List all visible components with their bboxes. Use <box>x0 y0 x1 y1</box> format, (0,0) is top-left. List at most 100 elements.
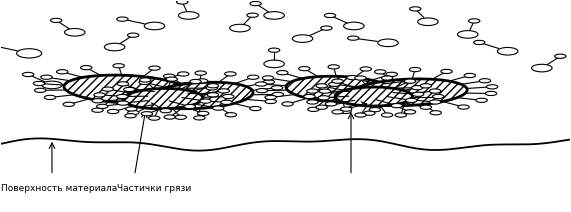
Circle shape <box>554 54 566 58</box>
Circle shape <box>184 105 195 109</box>
Circle shape <box>458 105 469 109</box>
Circle shape <box>22 72 34 77</box>
Circle shape <box>324 13 336 18</box>
Circle shape <box>282 102 293 106</box>
Circle shape <box>409 7 421 11</box>
Circle shape <box>178 12 199 19</box>
Circle shape <box>404 79 416 83</box>
Circle shape <box>412 86 423 90</box>
Circle shape <box>34 88 46 92</box>
Circle shape <box>292 35 313 42</box>
Circle shape <box>265 95 276 99</box>
Circle shape <box>139 78 151 82</box>
Circle shape <box>348 36 359 40</box>
Circle shape <box>128 110 139 115</box>
Circle shape <box>299 67 310 71</box>
Circle shape <box>277 71 288 75</box>
Circle shape <box>250 106 261 111</box>
Text: Частички грязи: Частички грязи <box>118 184 192 193</box>
Circle shape <box>81 66 92 70</box>
Circle shape <box>364 111 375 115</box>
Circle shape <box>195 71 206 75</box>
Circle shape <box>223 94 234 99</box>
Circle shape <box>113 64 124 68</box>
Circle shape <box>117 101 128 105</box>
Circle shape <box>116 94 128 99</box>
Circle shape <box>355 113 366 117</box>
Circle shape <box>329 82 340 86</box>
Circle shape <box>164 115 175 119</box>
Circle shape <box>65 28 85 36</box>
Circle shape <box>340 109 351 114</box>
Circle shape <box>486 85 498 89</box>
Circle shape <box>247 75 259 79</box>
Circle shape <box>409 67 421 72</box>
Circle shape <box>94 93 105 97</box>
Circle shape <box>264 12 284 19</box>
Circle shape <box>57 70 68 74</box>
Circle shape <box>316 105 327 109</box>
Circle shape <box>198 111 209 116</box>
Circle shape <box>190 80 201 84</box>
Circle shape <box>271 86 283 90</box>
Ellipse shape <box>147 82 253 109</box>
Ellipse shape <box>335 87 412 106</box>
Circle shape <box>176 0 188 4</box>
Circle shape <box>391 103 403 108</box>
Circle shape <box>344 22 364 30</box>
Circle shape <box>308 107 319 112</box>
Circle shape <box>92 99 103 103</box>
Circle shape <box>139 80 150 85</box>
Circle shape <box>262 76 274 80</box>
Circle shape <box>307 89 318 93</box>
Circle shape <box>307 100 318 104</box>
Circle shape <box>63 102 74 106</box>
Circle shape <box>441 69 452 74</box>
Circle shape <box>51 18 62 22</box>
Circle shape <box>221 100 232 105</box>
Circle shape <box>247 13 258 17</box>
Circle shape <box>395 113 407 117</box>
Ellipse shape <box>349 79 467 106</box>
Circle shape <box>206 86 218 90</box>
Circle shape <box>107 109 119 114</box>
Circle shape <box>45 95 56 99</box>
Circle shape <box>264 60 284 68</box>
Circle shape <box>429 89 441 93</box>
Circle shape <box>218 89 230 93</box>
Circle shape <box>417 18 438 26</box>
Circle shape <box>102 87 114 91</box>
Circle shape <box>375 70 386 74</box>
Ellipse shape <box>286 76 393 102</box>
Circle shape <box>403 79 415 83</box>
Circle shape <box>166 77 178 81</box>
Circle shape <box>126 107 137 111</box>
Circle shape <box>340 107 352 111</box>
Circle shape <box>163 74 175 78</box>
Circle shape <box>207 93 219 97</box>
Circle shape <box>321 26 332 30</box>
Circle shape <box>369 107 380 112</box>
Circle shape <box>268 48 280 52</box>
Circle shape <box>175 115 187 119</box>
Circle shape <box>116 17 128 21</box>
Circle shape <box>230 24 250 32</box>
Circle shape <box>144 22 165 30</box>
Circle shape <box>42 81 62 89</box>
Circle shape <box>250 1 262 6</box>
Circle shape <box>96 104 108 109</box>
Circle shape <box>127 33 139 37</box>
Circle shape <box>17 49 42 58</box>
Ellipse shape <box>123 88 203 109</box>
Circle shape <box>256 89 268 93</box>
Circle shape <box>328 65 339 69</box>
Circle shape <box>125 114 136 118</box>
Circle shape <box>207 84 219 88</box>
Circle shape <box>532 64 552 72</box>
Circle shape <box>212 106 224 110</box>
Circle shape <box>430 111 441 115</box>
Circle shape <box>429 100 441 104</box>
Circle shape <box>149 66 160 70</box>
Circle shape <box>265 99 276 104</box>
Circle shape <box>479 79 490 83</box>
